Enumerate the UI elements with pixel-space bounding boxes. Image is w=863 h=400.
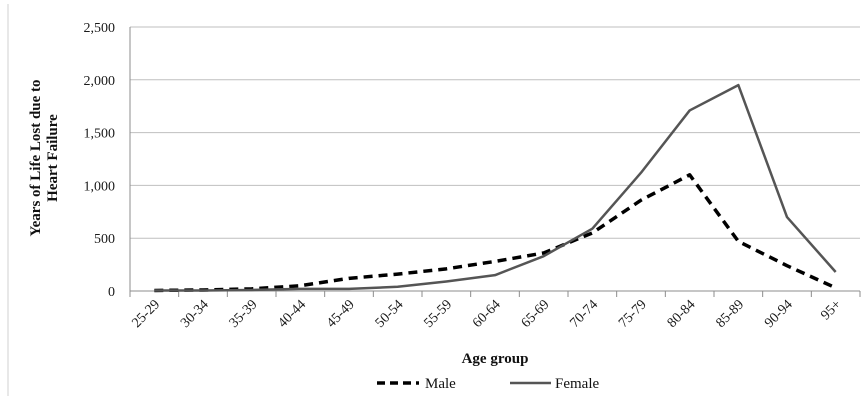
x-tick-label: 40-44 [275,297,309,331]
axes [129,27,861,297]
y-axis-label-line-2: Heart Failure [45,114,61,202]
x-tick-label: 85-89 [713,297,747,331]
x-tick-label: 55-59 [421,297,455,331]
x-tick-label: 30-34 [178,297,212,331]
x-tick-label: 25-29 [129,297,163,331]
y-tick-label: 500 [94,232,115,247]
x-axis-label: Age group [462,351,529,367]
x-tick-label: 60-64 [470,297,504,331]
x-tick-label: 75-79 [616,297,650,331]
x-tick-label: 50-54 [373,297,407,331]
y-tick-label: 2,000 [84,74,116,89]
series-line-female [154,83,837,292]
y-axis-label: Years of Life Lost due to [28,79,44,236]
y-tick-label: 1,500 [84,127,116,142]
x-tick-labels: 25-29 30-34 35-39 40-44 45-49 50-54 55-59 60-64… [129,297,844,331]
gridlines [130,26,860,239]
x-tick-label: 65-69 [519,297,553,331]
y-tick-labels: 0 500 1,000 1,500 2,000 2,500 [84,21,116,300]
x-tick-label: 70-74 [567,297,601,331]
y-tick-label: 2,500 [84,21,116,36]
series-lines [154,83,837,293]
x-tick-label: 80-84 [665,297,699,331]
y-tick-label: 0 [108,285,115,300]
series-line-male [154,173,837,293]
x-tick-label: 90-94 [762,297,796,331]
legend: Male Female [377,376,599,392]
y-tick-label: 1,000 [84,179,116,194]
legend-label-female: Female [555,376,599,392]
x-tick-label: 35-39 [227,297,261,331]
x-tick-label: 95+ [818,297,844,323]
legend-label-male: Male [425,376,456,392]
x-tick-label: 45-49 [324,297,358,331]
